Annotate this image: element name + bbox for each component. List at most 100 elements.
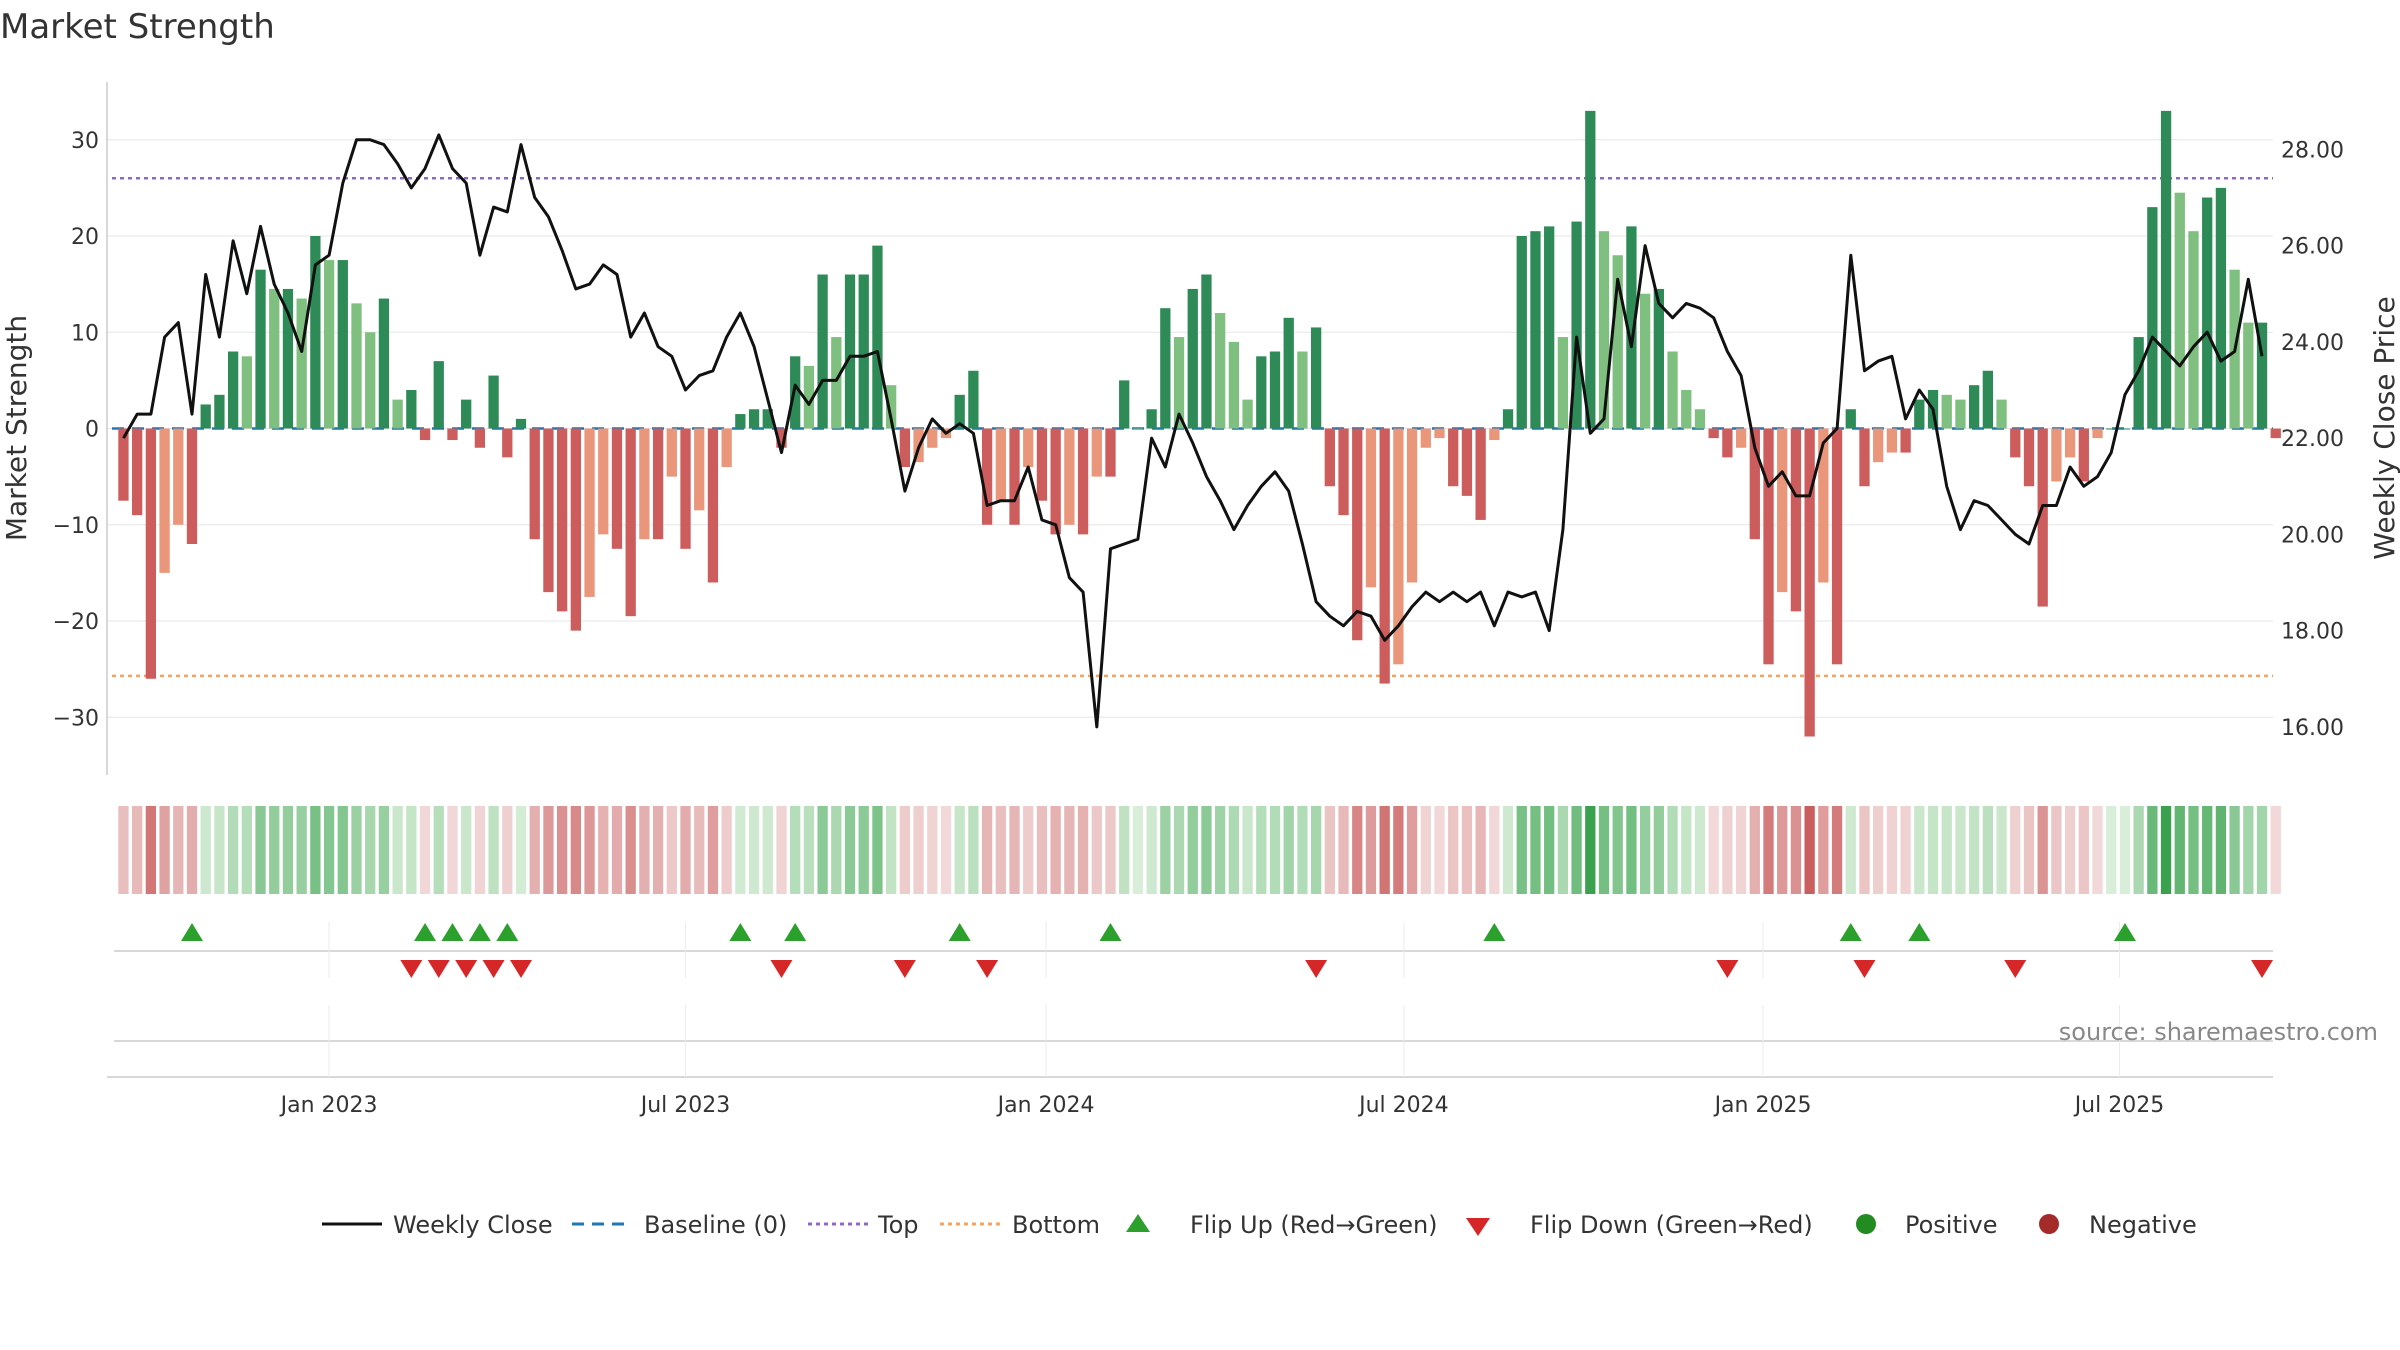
strength-bar [1036, 428, 1048, 501]
strength-bar [488, 375, 499, 429]
strength-bar [584, 428, 595, 597]
right-y-tick-label: 28.00 [2281, 138, 2344, 163]
heat-cell [639, 806, 650, 894]
strength-bar [1187, 288, 1198, 429]
heat-cell [1571, 806, 1582, 894]
heat-cell [1146, 806, 1157, 894]
left-y-tick-label: −10 [53, 514, 99, 539]
flip-down-marker [427, 960, 450, 978]
heat-cell [844, 806, 856, 894]
heat-cell [1914, 806, 1925, 894]
strength-bar [762, 409, 773, 429]
flip-down-marker [1716, 960, 1739, 978]
heat-cell [282, 806, 294, 894]
strength-bar [831, 337, 842, 429]
strength-bar [1544, 226, 1555, 429]
heat-cell [1818, 806, 1829, 894]
heat-cell [406, 806, 417, 894]
strength-bar [1845, 409, 1856, 429]
heat-cell [1763, 806, 1774, 894]
strength-bar [269, 288, 280, 429]
strength-bar [1763, 428, 1774, 665]
heat-cell [214, 806, 225, 894]
strength-bar [2092, 428, 2103, 439]
heat-cell [872, 806, 883, 894]
strength-bar [1557, 337, 1569, 429]
heat-cell [1873, 806, 1884, 894]
strength-bar [899, 428, 910, 467]
heat-cell [2037, 806, 2048, 894]
flip-down-marker [2251, 960, 2274, 978]
flip-up-marker [414, 923, 437, 941]
heat-cell [1434, 806, 1445, 894]
strength-bar [1585, 110, 1596, 429]
strength-bar [173, 428, 184, 525]
right-y-tick-label: 16.00 [2281, 716, 2344, 741]
heat-cell [1365, 806, 1377, 894]
flip-panel-grid [114, 922, 2273, 978]
flip-markers-panel [114, 922, 2274, 978]
strength-bar [296, 298, 307, 429]
strength-bar [1434, 428, 1445, 439]
heat-cell [2215, 806, 2227, 894]
strength-bar [529, 428, 540, 540]
bottom-panel: source: sharemaestro.com Jan 2023 Jul 202… [107, 1005, 2378, 1118]
right-y-tick-label: 18.00 [2281, 620, 2344, 645]
strength-bar [2133, 337, 2144, 429]
heat-cell [1544, 806, 1555, 894]
heat-cell [1105, 806, 1116, 894]
flip-up-marker [1839, 923, 1862, 941]
heat-cell [132, 806, 143, 894]
strength-bar [1777, 428, 1788, 593]
heat-cell [927, 806, 938, 894]
left-y-tick-label: 20 [71, 225, 99, 250]
heat-cell [2064, 806, 2076, 894]
heat-cell [2160, 806, 2172, 894]
strength-bar [406, 390, 417, 429]
heat-cell [1338, 806, 1349, 894]
heat-cell [1982, 806, 1993, 894]
heat-cell [748, 806, 760, 894]
strength-bar [556, 428, 568, 612]
strength-bar [1859, 428, 1870, 487]
heat-cell [2119, 806, 2131, 894]
strength-bar [1215, 313, 1226, 429]
flip-down-marker [2004, 960, 2027, 978]
strength-bar [1338, 428, 1349, 516]
strength-bar [666, 428, 677, 477]
strength-bar [981, 428, 993, 525]
flip-up-marker [496, 923, 519, 941]
heat-cell [1228, 806, 1240, 894]
strength-bar [159, 428, 170, 573]
heat-cell [543, 806, 554, 894]
strength-bar [1982, 370, 1993, 429]
x-tick-label: Jul 2024 [1357, 1093, 1449, 1118]
flip-up-marker [784, 923, 807, 941]
heat-cell [392, 806, 403, 894]
strength-bar [2188, 231, 2199, 429]
flip-up-marker [180, 923, 203, 941]
heat-cell [461, 806, 472, 894]
strength-bar [2064, 428, 2076, 458]
strength-bar [1804, 428, 1815, 737]
flip-up-marker [441, 923, 464, 941]
heat-cell [1667, 806, 1678, 894]
heat-cell [1009, 806, 1020, 894]
heat-cell [899, 806, 910, 894]
heat-cell [2243, 806, 2254, 894]
legend-top-label: Top [877, 1211, 919, 1239]
strength-bar [1900, 428, 1911, 453]
heat-cell [707, 806, 719, 894]
strength-bar [1653, 288, 1664, 429]
strength-bar [1475, 428, 1486, 520]
heat-cell [584, 806, 595, 894]
strength-bar [1132, 428, 1144, 430]
heat-cell [173, 806, 184, 894]
heat-cell [145, 806, 157, 894]
strength-bar [1352, 428, 1363, 641]
strength-bar [968, 370, 979, 429]
heat-cell [1831, 806, 1843, 894]
strength-bar [1077, 428, 1089, 535]
legend-positive-icon [1856, 1214, 1876, 1234]
heat-cell [1735, 806, 1747, 894]
